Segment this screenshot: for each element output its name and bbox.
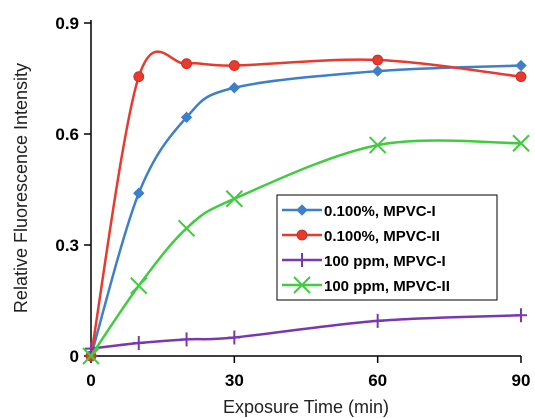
series-line [89, 50, 522, 357]
data-point [512, 134, 530, 152]
data-point [133, 187, 145, 199]
x-tick-label: 90 [512, 371, 531, 390]
y-tick-label: 0 [70, 347, 79, 366]
series-layer [82, 50, 530, 365]
y-tick-label: 0.9 [55, 14, 79, 33]
legend-marker [296, 253, 308, 267]
data-point [515, 308, 527, 323]
data-point [225, 190, 244, 208]
series-line [90, 314, 522, 350]
series-4 [82, 134, 530, 365]
data-point [180, 111, 193, 124]
series-3 [85, 308, 527, 356]
data-point [228, 82, 241, 94]
data-point [515, 71, 527, 83]
data-point [130, 276, 148, 295]
data-point [228, 330, 241, 345]
x-ticks: 0 30 60 90 [86, 356, 530, 390]
legend-item: 100 ppm, MPVC-I [282, 253, 446, 270]
legend-label: 0.100%, MPVC-II [324, 228, 440, 245]
data-point [515, 59, 527, 72]
data-point [228, 60, 240, 71]
x-tick-label: 0 [86, 371, 95, 390]
data-point [180, 332, 193, 347]
legend-label: 0.100%, MPVC-I [324, 203, 436, 220]
legend-label: 100 ppm, MPVC-II [324, 278, 450, 295]
legend-marker [296, 229, 308, 241]
data-point [368, 136, 387, 154]
y-tick-label: 0.6 [55, 125, 79, 144]
legend-box [276, 194, 498, 301]
data-point [371, 313, 384, 328]
y-ticks: 0 0.3 0.6 0.9 [55, 14, 91, 366]
x-axis-title: Exposure Time (min) [223, 397, 389, 417]
legend-item: 0.100%, MPVC-I [282, 203, 436, 220]
axes [90, 20, 521, 357]
data-point [177, 219, 196, 238]
data-point [133, 71, 145, 83]
x-tick-label: 30 [225, 371, 244, 390]
legend-item: 0.100%, MPVC-II [282, 228, 440, 245]
data-point [371, 65, 384, 77]
data-point [372, 54, 384, 66]
legend-item: 100 ppm, MPVC-II [282, 276, 450, 295]
series-line [89, 64, 522, 357]
legend-marker [296, 204, 308, 216]
data-point [132, 336, 145, 351]
y-tick-label: 0.3 [55, 236, 79, 255]
x-tick-label: 60 [368, 371, 387, 390]
legend-label: 100 ppm, MPVC-I [324, 253, 446, 270]
y-axis-title: Relative Fluorescence Intensity [11, 63, 31, 313]
legend: 0.100%, MPVC-I 0.100%, MPVC-II 100 ppm, MP… [276, 194, 498, 301]
data-point [82, 347, 100, 365]
data-point [181, 58, 192, 70]
legend-marker [293, 276, 311, 294]
